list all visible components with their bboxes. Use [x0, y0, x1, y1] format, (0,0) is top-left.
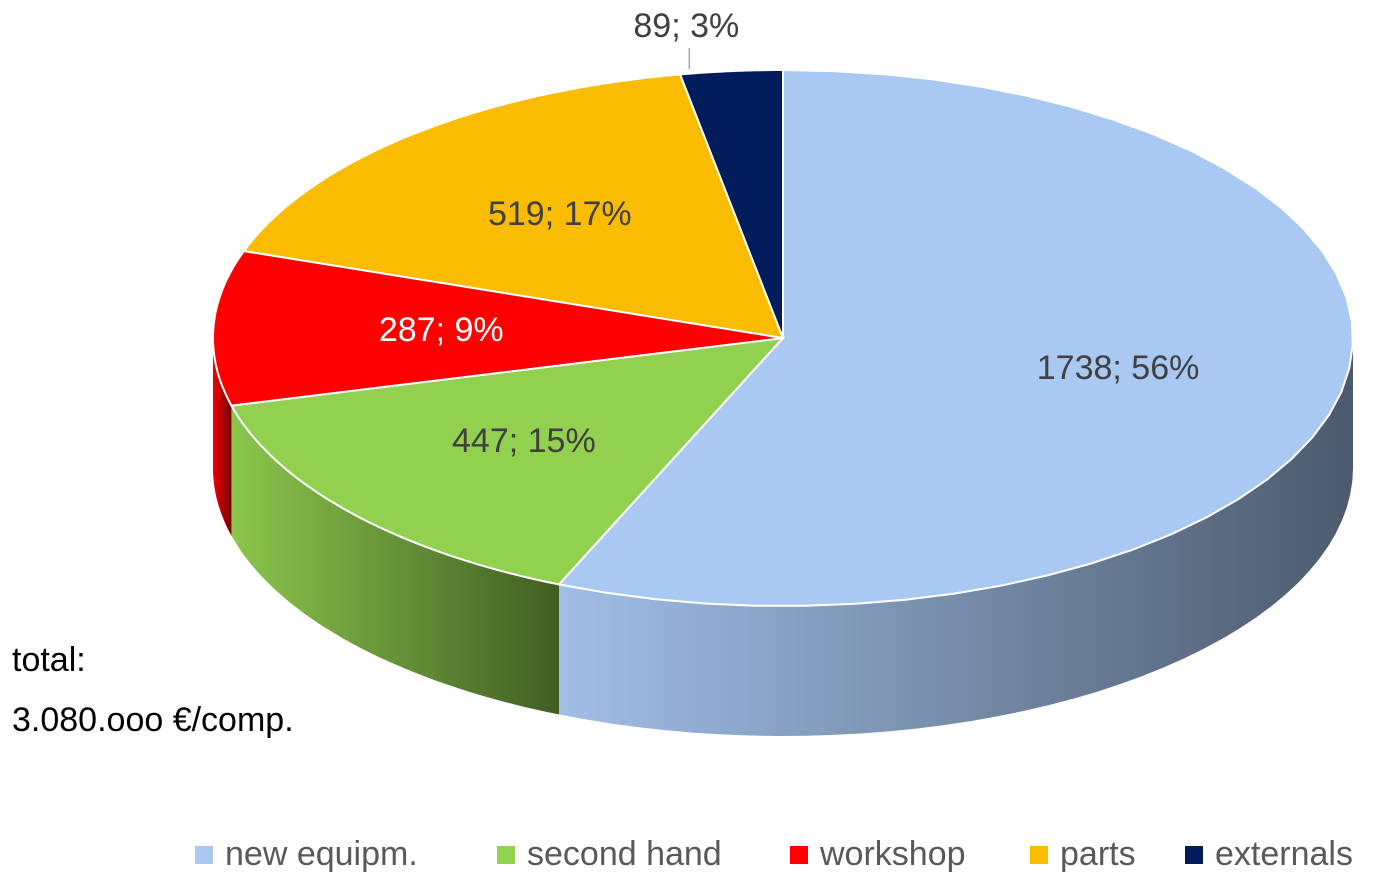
- slice-side-shade: [231, 405, 559, 715]
- annotation: total:: [12, 641, 86, 679]
- legend-label: externals: [1215, 835, 1353, 873]
- data-label: 519; 17%: [488, 195, 632, 233]
- legend-label: new equipm.: [225, 835, 418, 873]
- annotation: 3.080.ooo €/comp.: [12, 701, 294, 739]
- legend-swatch: [497, 846, 515, 864]
- legend-swatch: [195, 846, 213, 864]
- legend-swatch: [790, 846, 808, 864]
- data-label: 287; 9%: [379, 311, 504, 349]
- slice: [229, 336, 786, 586]
- data-label: 89; 3%: [633, 7, 739, 45]
- legend-label: second hand: [527, 835, 722, 873]
- slice-side-shade: [559, 338, 1353, 736]
- legend-swatch: [1030, 846, 1048, 864]
- slice: [557, 68, 1354, 607]
- slice: [678, 69, 784, 339]
- slice-side-shade: [213, 338, 232, 536]
- slice: [212, 249, 784, 407]
- data-label: 447; 15%: [452, 422, 596, 460]
- slice: [241, 73, 785, 340]
- data-label: 1738; 56%: [1037, 349, 1200, 387]
- legend-label: workshop: [819, 835, 966, 873]
- legend-label: parts: [1060, 835, 1136, 873]
- legend-swatch: [1185, 846, 1203, 864]
